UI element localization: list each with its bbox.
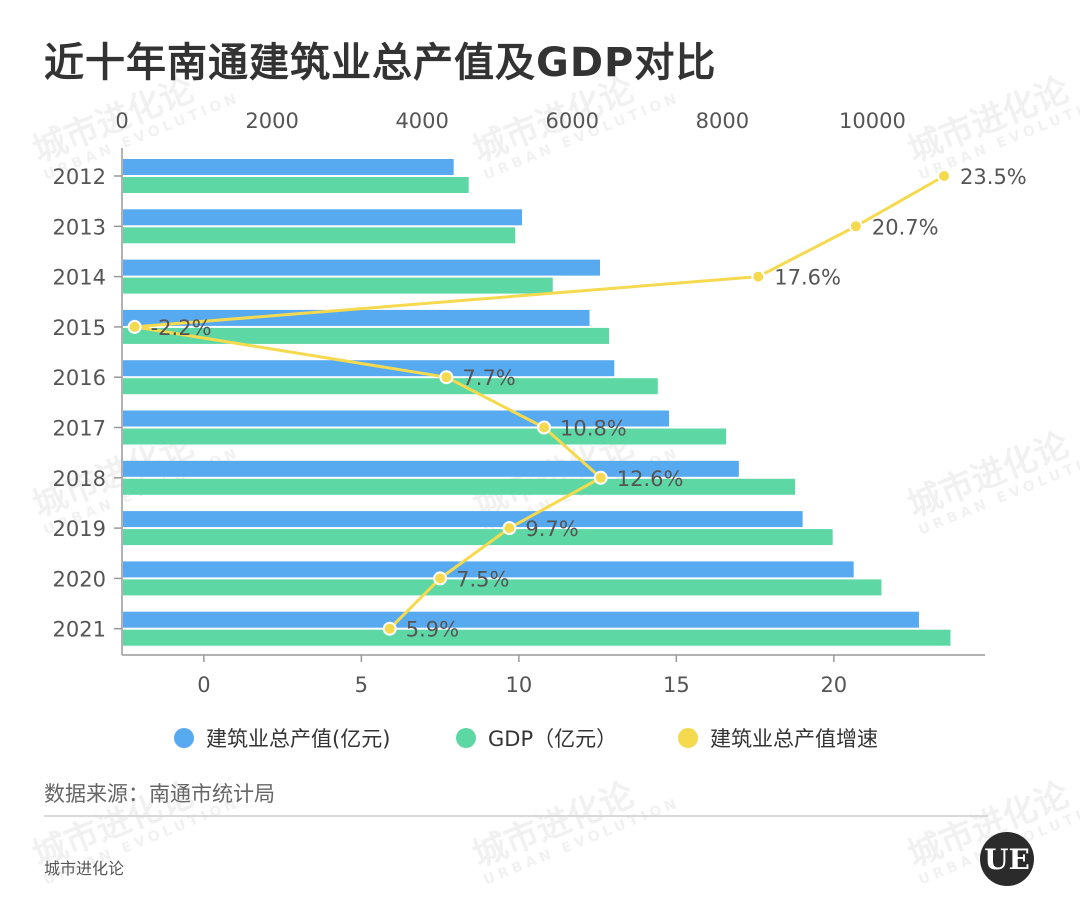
top-axis-tick-label: 8000 (696, 109, 749, 133)
footer-divider (44, 815, 988, 817)
construction-output-bar (123, 360, 615, 377)
growth-rate-point (439, 370, 454, 385)
growth-rate-point (751, 269, 766, 284)
gdp-bar (123, 378, 658, 395)
construction-output-bar (123, 309, 590, 326)
growth-rate-point (502, 521, 517, 536)
source-note: 数据来源：南通市统计局 (44, 782, 275, 806)
growth-rate-point (127, 319, 142, 334)
bottom-axis-tick-label: 5 (355, 673, 368, 697)
growth-rate-label: 17.6% (774, 266, 841, 290)
growth-rate-point (593, 470, 608, 485)
brand-logo: UE (980, 832, 1034, 886)
year-label: 2014 (53, 266, 106, 290)
bottom-axis-tick-label: 15 (663, 673, 690, 697)
year-label: 2020 (53, 567, 106, 591)
gdp-bar (123, 227, 516, 244)
bottom-axis-tick-label: 0 (197, 673, 210, 697)
year-label: 2017 (53, 417, 106, 441)
growth-rate-label: 12.6% (617, 467, 684, 491)
gdp-bar (123, 529, 833, 546)
top-axis-tick-label: 0 (115, 109, 128, 133)
gdp-bar (123, 428, 727, 445)
growth-rate-label: 9.7% (525, 517, 578, 541)
year-label: 2015 (53, 316, 106, 340)
gdp-bar (123, 478, 796, 495)
legend-marker (456, 728, 476, 748)
top-axis-tick-label: 4000 (395, 109, 448, 133)
construction-output-bar (123, 611, 919, 628)
top-axis-tick-label: 6000 (546, 109, 599, 133)
chart-title: 近十年南通建筑业总产值及GDP对比 (44, 40, 717, 86)
growth-rate-label: 7.5% (456, 567, 509, 591)
gdp-bar (123, 327, 610, 344)
legend-label: GDP（亿元） (488, 727, 617, 751)
growth-rate-point (433, 571, 448, 586)
construction-output-bar (123, 511, 803, 528)
gdp-bar (123, 579, 882, 596)
gdp-bar (123, 177, 469, 193)
year-label: 2019 (53, 517, 106, 541)
bottom-axis-tick-label: 10 (505, 673, 532, 697)
gdp-bar (123, 277, 553, 294)
growth-rate-label: -2.2% (151, 316, 212, 340)
growth-rate-line (133, 174, 945, 630)
year-label: 2013 (53, 215, 106, 239)
construction-output-bar (123, 159, 454, 175)
top-axis-tick-label: 2000 (245, 109, 298, 133)
legend-label: 建筑业总产值增速 (710, 727, 878, 751)
growth-rate-point (382, 621, 397, 636)
construction-output-bar (123, 209, 522, 226)
growth-rate-label: 20.7% (872, 215, 939, 239)
growth-rate-point (848, 219, 863, 234)
top-axis-tick-label: 10000 (839, 109, 906, 133)
legend-marker (174, 728, 194, 748)
year-label: 2012 (53, 165, 106, 189)
year-label: 2018 (53, 467, 106, 491)
growth-rate-label: 5.9% (406, 618, 459, 642)
growth-rate-label: 10.8% (560, 417, 627, 441)
growth-rate-label: 7.7% (462, 366, 515, 390)
growth-rate-label: 23.5% (960, 165, 1027, 189)
growth-rate-point (537, 420, 552, 435)
construction-output-bar (123, 561, 854, 578)
growth-rate-point (937, 169, 952, 183)
bottom-axis-tick-label: 20 (820, 673, 847, 697)
brand-name: 城市进化论 (44, 859, 125, 878)
year-label: 2021 (53, 618, 106, 642)
year-label: 2016 (53, 366, 106, 390)
gdp-bar (123, 629, 951, 646)
construction-output-bar (123, 259, 601, 276)
legend-label: 建筑业总产值(亿元) (206, 727, 390, 751)
legend-marker (678, 728, 698, 748)
